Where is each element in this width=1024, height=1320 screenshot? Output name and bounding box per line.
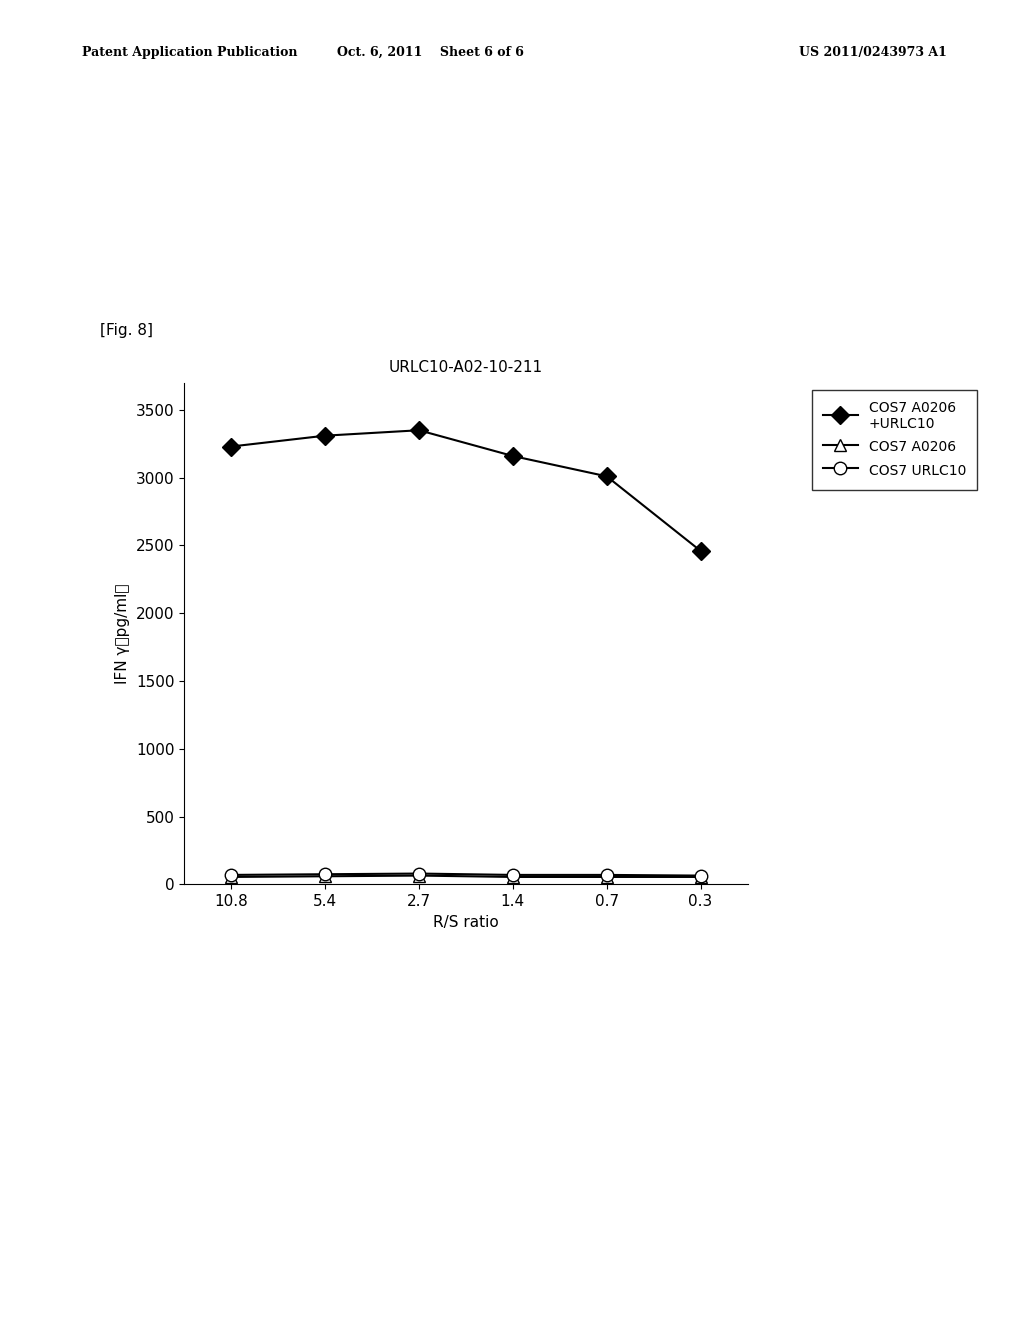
COS7 A0206
+URLC10 bbox=[225, 438, 238, 454]
Text: [Fig. 8]: [Fig. 8] bbox=[99, 322, 153, 338]
Text: Patent Application Publication: Patent Application Publication bbox=[82, 46, 297, 59]
Legend: COS7 A0206
+URLC10, COS7 A0206, COS7 URLC10: COS7 A0206 +URLC10, COS7 A0206, COS7 URL… bbox=[812, 389, 977, 490]
COS7 A0206 bbox=[225, 869, 238, 884]
COS7 URLC10 bbox=[319, 866, 332, 882]
COS7 A0206 bbox=[319, 869, 332, 884]
Text: US 2011/0243973 A1: US 2011/0243973 A1 bbox=[799, 46, 946, 59]
Text: Oct. 6, 2011    Sheet 6 of 6: Oct. 6, 2011 Sheet 6 of 6 bbox=[337, 46, 523, 59]
COS7 A0206 bbox=[600, 869, 612, 884]
X-axis label: R/S ratio: R/S ratio bbox=[433, 915, 499, 929]
Title: URLC10-A02-10-211: URLC10-A02-10-211 bbox=[389, 359, 543, 375]
COS7 A0206
+URLC10 bbox=[413, 422, 425, 438]
COS7 A0206 bbox=[694, 869, 707, 884]
Y-axis label: IFN γ（pg/ml）: IFN γ（pg/ml） bbox=[116, 583, 130, 684]
Line: COS7 URLC10: COS7 URLC10 bbox=[225, 867, 707, 882]
Line: COS7 A0206
+URLC10: COS7 A0206 +URLC10 bbox=[225, 424, 707, 557]
COS7 A0206 bbox=[413, 867, 425, 883]
COS7 A0206
+URLC10 bbox=[319, 428, 332, 444]
COS7 A0206
+URLC10 bbox=[694, 543, 707, 558]
COS7 A0206
+URLC10 bbox=[600, 469, 612, 484]
COS7 URLC10 bbox=[225, 867, 238, 883]
Line: COS7 A0206: COS7 A0206 bbox=[225, 870, 707, 883]
COS7 A0206
+URLC10 bbox=[507, 447, 519, 463]
COS7 URLC10 bbox=[600, 867, 612, 883]
COS7 A0206 bbox=[507, 869, 519, 884]
COS7 URLC10 bbox=[507, 867, 519, 883]
COS7 URLC10 bbox=[413, 866, 425, 882]
COS7 URLC10 bbox=[694, 867, 707, 883]
